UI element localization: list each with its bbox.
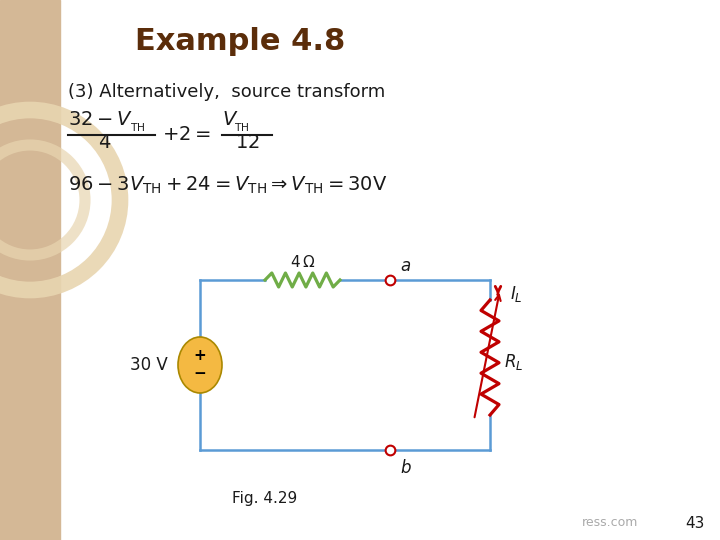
Text: $32-V$: $32-V$ xyxy=(68,110,133,129)
Text: −: − xyxy=(194,367,207,381)
Text: Fig. 4.29: Fig. 4.29 xyxy=(233,490,297,505)
Text: 30 V: 30 V xyxy=(130,356,168,374)
Text: $R_L$: $R_L$ xyxy=(504,353,523,373)
Text: $4\,\Omega$: $4\,\Omega$ xyxy=(290,254,315,270)
Text: $4$: $4$ xyxy=(99,133,112,152)
Text: ress.com: ress.com xyxy=(582,516,638,530)
Text: $I_L$: $I_L$ xyxy=(510,284,523,303)
Text: (3) Alternatively,  source transform: (3) Alternatively, source transform xyxy=(68,83,385,101)
Text: Example 4.8: Example 4.8 xyxy=(135,28,345,57)
Text: $96-3V_{{\rm TH}}+24=V_{{\rm TH}}\Rightarrow V_{{\rm TH}}=30{\rm V}$: $96-3V_{{\rm TH}}+24=V_{{\rm TH}}\Righta… xyxy=(68,174,387,195)
Bar xyxy=(0,0,60,540)
Text: +: + xyxy=(194,348,207,363)
Text: $V$: $V$ xyxy=(222,110,238,129)
Text: b: b xyxy=(400,459,410,477)
Text: 43: 43 xyxy=(685,516,705,530)
Text: $12$: $12$ xyxy=(235,133,259,152)
Text: $+2=$: $+2=$ xyxy=(162,125,211,145)
Text: $_{\rm TH}$: $_{\rm TH}$ xyxy=(234,119,250,134)
Text: $_{\rm TH}$: $_{\rm TH}$ xyxy=(130,119,145,134)
Ellipse shape xyxy=(178,337,222,393)
Text: a: a xyxy=(400,257,410,275)
